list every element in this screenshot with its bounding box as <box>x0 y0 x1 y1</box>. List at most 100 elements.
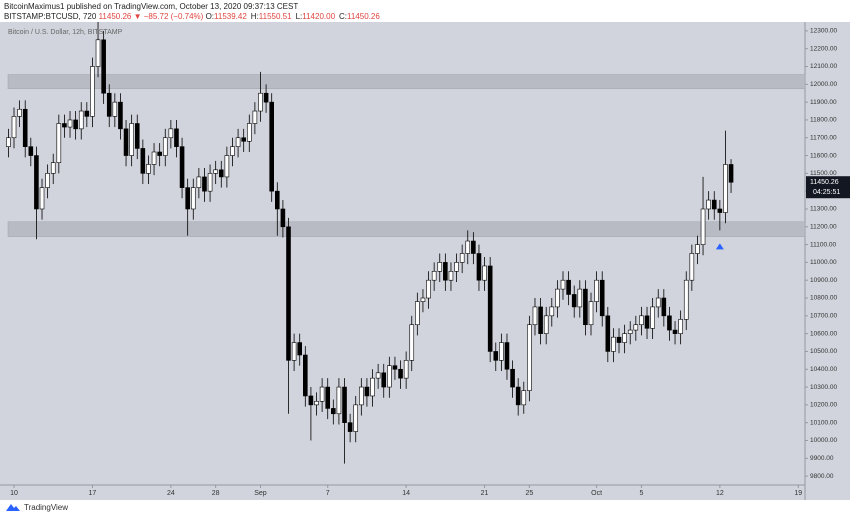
ohlc-value: 11550.51 <box>258 12 292 21</box>
candle-body <box>347 422 353 432</box>
last-price-box <box>806 176 850 199</box>
candle-body <box>28 146 34 156</box>
candle-body <box>700 208 706 245</box>
y-tick-label: 12200.00 <box>810 45 837 52</box>
candle-body <box>336 386 342 415</box>
candle-body <box>689 253 695 281</box>
candle-body <box>22 108 28 147</box>
candle-body <box>84 110 90 117</box>
candle-body <box>471 240 476 254</box>
x-tick-label: 10 <box>10 490 18 497</box>
candle-body <box>398 368 403 379</box>
candle-body <box>11 116 17 139</box>
candle-body <box>190 187 196 210</box>
y-tick-label: 9800.00 <box>810 473 834 480</box>
candle-body <box>174 128 179 147</box>
brand: TradingView <box>24 503 68 512</box>
candle-body <box>246 123 252 142</box>
candle-body <box>207 173 213 192</box>
candle-body <box>532 306 538 326</box>
candle-body <box>134 123 140 149</box>
candle-body <box>252 110 258 124</box>
candle-body <box>487 265 493 352</box>
candle-body <box>303 354 308 397</box>
candle-body <box>728 164 734 183</box>
candle-body <box>717 208 723 213</box>
candle-body <box>118 101 123 130</box>
y-tick-label: 11900.00 <box>810 99 837 106</box>
ohlc-value: 11539.42 <box>214 12 247 21</box>
candle-body <box>465 240 471 254</box>
last: 11450.26 <box>98 12 132 21</box>
candle-body <box>706 199 711 210</box>
candle-body <box>73 119 78 130</box>
candle-body <box>426 279 431 299</box>
y-tick-label: 10700.00 <box>810 313 837 320</box>
candle-body <box>633 324 639 331</box>
candle-body <box>599 279 605 317</box>
y-tick-label: 12000.00 <box>810 81 837 88</box>
candle-body <box>101 39 106 94</box>
candle-body <box>493 351 499 361</box>
candle-body <box>476 253 482 281</box>
candle-body <box>39 187 45 210</box>
candle-body <box>274 190 280 210</box>
candle-body <box>695 244 700 254</box>
candle-body <box>364 386 370 397</box>
y-tick-label: 11700.00 <box>810 134 837 141</box>
y-tick-label: 11200.00 <box>810 224 837 231</box>
candle-body <box>392 365 398 370</box>
x-tick-label: 24 <box>167 490 175 497</box>
change: ▼ −85.72 (−0.74%) <box>133 12 204 21</box>
candle-body <box>627 329 633 334</box>
candle-body <box>168 128 174 139</box>
ohlc-value: 11450.26 <box>347 12 380 21</box>
candle-body <box>577 288 583 308</box>
marker <box>715 243 724 250</box>
zone <box>7 221 806 237</box>
candle-body <box>571 294 577 308</box>
candle-body <box>381 372 387 388</box>
candle-body <box>431 271 437 281</box>
candle-body <box>583 288 588 326</box>
candle-body <box>331 408 336 415</box>
symbol-line: BITSTAMP:BTCUSD, 720 11450.26 ▼ −85.72 (… <box>4 12 384 21</box>
candle-body <box>420 297 426 302</box>
candle-body <box>622 333 627 343</box>
y-tick-label: 10600.00 <box>810 330 837 337</box>
candle-body <box>723 164 728 213</box>
candle-body <box>437 262 443 272</box>
candle-body <box>594 279 599 302</box>
ohlc-value: 11420.00 <box>302 12 336 21</box>
candle-body <box>375 372 381 379</box>
candle-body <box>555 288 560 308</box>
ohlc: O:11539.42 H:11550.51 L:11420.00 C:11450.26 <box>206 12 384 21</box>
candle-body <box>566 279 571 295</box>
candle-body <box>448 271 454 281</box>
candle-body <box>359 386 364 406</box>
x-tick-label: 17 <box>89 490 97 497</box>
y-tick-label: 10300.00 <box>810 384 837 391</box>
candle-body <box>672 329 678 334</box>
candle-body <box>314 401 319 406</box>
y-tick-label: 11800.00 <box>810 117 837 124</box>
candle-body <box>112 101 118 117</box>
candle-body <box>17 108 22 117</box>
candle-body <box>443 262 448 281</box>
x-tick-label: Oct <box>591 490 602 497</box>
candle-body <box>454 262 459 272</box>
x-tick-label: 21 <box>481 490 489 497</box>
y-tick-label: 11000.00 <box>810 259 837 266</box>
candle-body <box>6 137 11 147</box>
candle-body <box>515 386 521 406</box>
candle-body <box>280 208 286 228</box>
candle-body <box>678 319 683 334</box>
candle-body <box>538 306 543 334</box>
x-tick-label: 12 <box>716 490 724 497</box>
candle-body <box>213 169 218 174</box>
candle-body <box>106 92 112 117</box>
candle-body <box>45 173 50 188</box>
price-axis-background <box>805 22 850 500</box>
y-tick-label: 10100.00 <box>810 419 837 426</box>
candle-body <box>415 301 420 326</box>
